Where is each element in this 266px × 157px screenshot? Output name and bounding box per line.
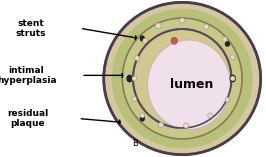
Ellipse shape [140,115,145,122]
Text: stent
struts: stent struts [15,19,46,38]
Text: lumen: lumen [170,78,213,91]
Ellipse shape [230,75,236,82]
Ellipse shape [143,38,147,43]
Ellipse shape [126,75,133,82]
Ellipse shape [112,9,253,148]
Ellipse shape [184,123,189,128]
Ellipse shape [171,37,177,44]
Text: intimal
hyperplasia: intimal hyperplasia [0,66,56,85]
Ellipse shape [122,18,242,139]
Ellipse shape [222,37,227,42]
Ellipse shape [140,113,145,118]
Ellipse shape [230,76,235,81]
Ellipse shape [155,23,161,29]
Ellipse shape [133,29,231,128]
Ellipse shape [135,56,139,61]
Ellipse shape [148,40,230,130]
Ellipse shape [230,55,235,60]
Ellipse shape [104,2,261,155]
Ellipse shape [140,35,145,42]
Text: residual
plaque: residual plaque [7,109,49,128]
Ellipse shape [132,76,137,81]
Ellipse shape [208,113,213,118]
Ellipse shape [180,18,185,23]
Text: B: B [132,139,138,148]
Ellipse shape [158,122,164,127]
Ellipse shape [132,96,137,101]
Ellipse shape [225,97,230,102]
Ellipse shape [203,24,209,29]
Ellipse shape [225,41,230,47]
